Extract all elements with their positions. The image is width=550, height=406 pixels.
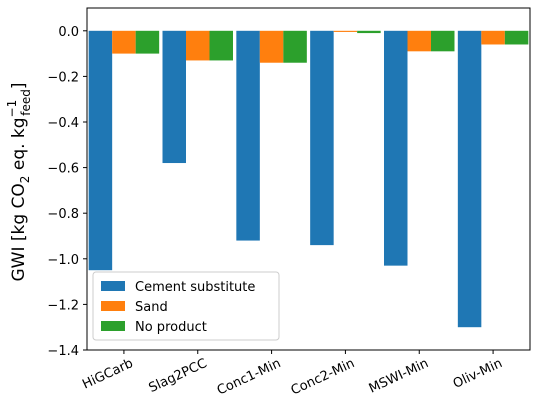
y-axis-label-prefix: GWI [kg CO [9, 183, 29, 281]
legend-label: No product [135, 320, 207, 335]
legend-swatch [101, 301, 125, 311]
bar-cement-substitute-slag2pcc [162, 30, 186, 164]
y-tick-label: −0.2 [47, 70, 79, 85]
y-tick-label: −1.2 [47, 298, 79, 313]
bar-sand-higcarb [112, 30, 136, 54]
bar-no-product-conc2-min [357, 30, 381, 34]
y-axis-label-middle: eq. kg [9, 117, 29, 175]
legend-label: Sand [135, 300, 168, 315]
bar-cement-substitute-conc2-min [310, 30, 334, 246]
legend-swatch [101, 281, 125, 291]
x-tick-label: Conc2-Min [289, 356, 357, 399]
plot-frame [86, 7, 531, 351]
bar-sand-mswi-min [407, 30, 431, 52]
bar-sand-conc2-min [333, 30, 358, 32]
bar-no-product-higcarb [135, 30, 160, 54]
x-tick-label: Oliv-Min [451, 356, 505, 392]
bar-cement-substitute-higcarb [88, 30, 113, 271]
y-axis-label-sub1: 2 [18, 176, 32, 184]
bar-cement-substitute-oliv-min [457, 30, 482, 328]
y-tick-label: −1.4 [47, 344, 79, 359]
y-axis-label-sub2: feed [19, 89, 33, 116]
bar-sand-conc1-min [259, 30, 284, 63]
legend-label: Cement substitute [135, 280, 255, 295]
bar-no-product-slag2pcc [209, 30, 233, 61]
bar-no-product-mswi-min [431, 30, 455, 52]
bar-sand-slag2pcc [186, 30, 210, 61]
y-tick-label: −0.8 [47, 207, 79, 222]
bar-no-product-oliv-min [504, 30, 529, 45]
bar-cement-substitute-mswi-min [384, 30, 408, 266]
bar-no-product-conc1-min [283, 30, 307, 63]
bar-cement-substitute-conc1-min [236, 30, 260, 241]
y-tick-label: −1.0 [47, 253, 79, 268]
y-tick-label: 0.0 [58, 25, 79, 40]
legend-swatch [101, 321, 125, 331]
x-tick-label: HiGCarb [80, 356, 135, 392]
x-tick-label: Slag2PCC [147, 356, 210, 396]
y-tick-label: −0.4 [47, 116, 79, 131]
y-axis-label-sup: −1 [5, 100, 19, 118]
x-tick-label: MSWI-Min [367, 356, 431, 397]
x-tick-label: Conc1-Min [215, 356, 283, 399]
bar-sand-oliv-min [481, 30, 505, 45]
y-tick-label: −0.6 [47, 162, 79, 177]
y-axis-label: GWI [kg CO2 eq. kg−1feed] [5, 82, 33, 281]
y-axis-label-suffix: ] [9, 82, 29, 89]
legend-box [92, 271, 280, 341]
